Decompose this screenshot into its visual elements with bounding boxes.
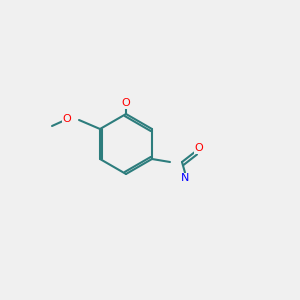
- Text: O: O: [63, 113, 71, 124]
- Text: N: N: [181, 173, 189, 184]
- Text: O: O: [194, 143, 203, 154]
- Text: O: O: [122, 98, 130, 109]
